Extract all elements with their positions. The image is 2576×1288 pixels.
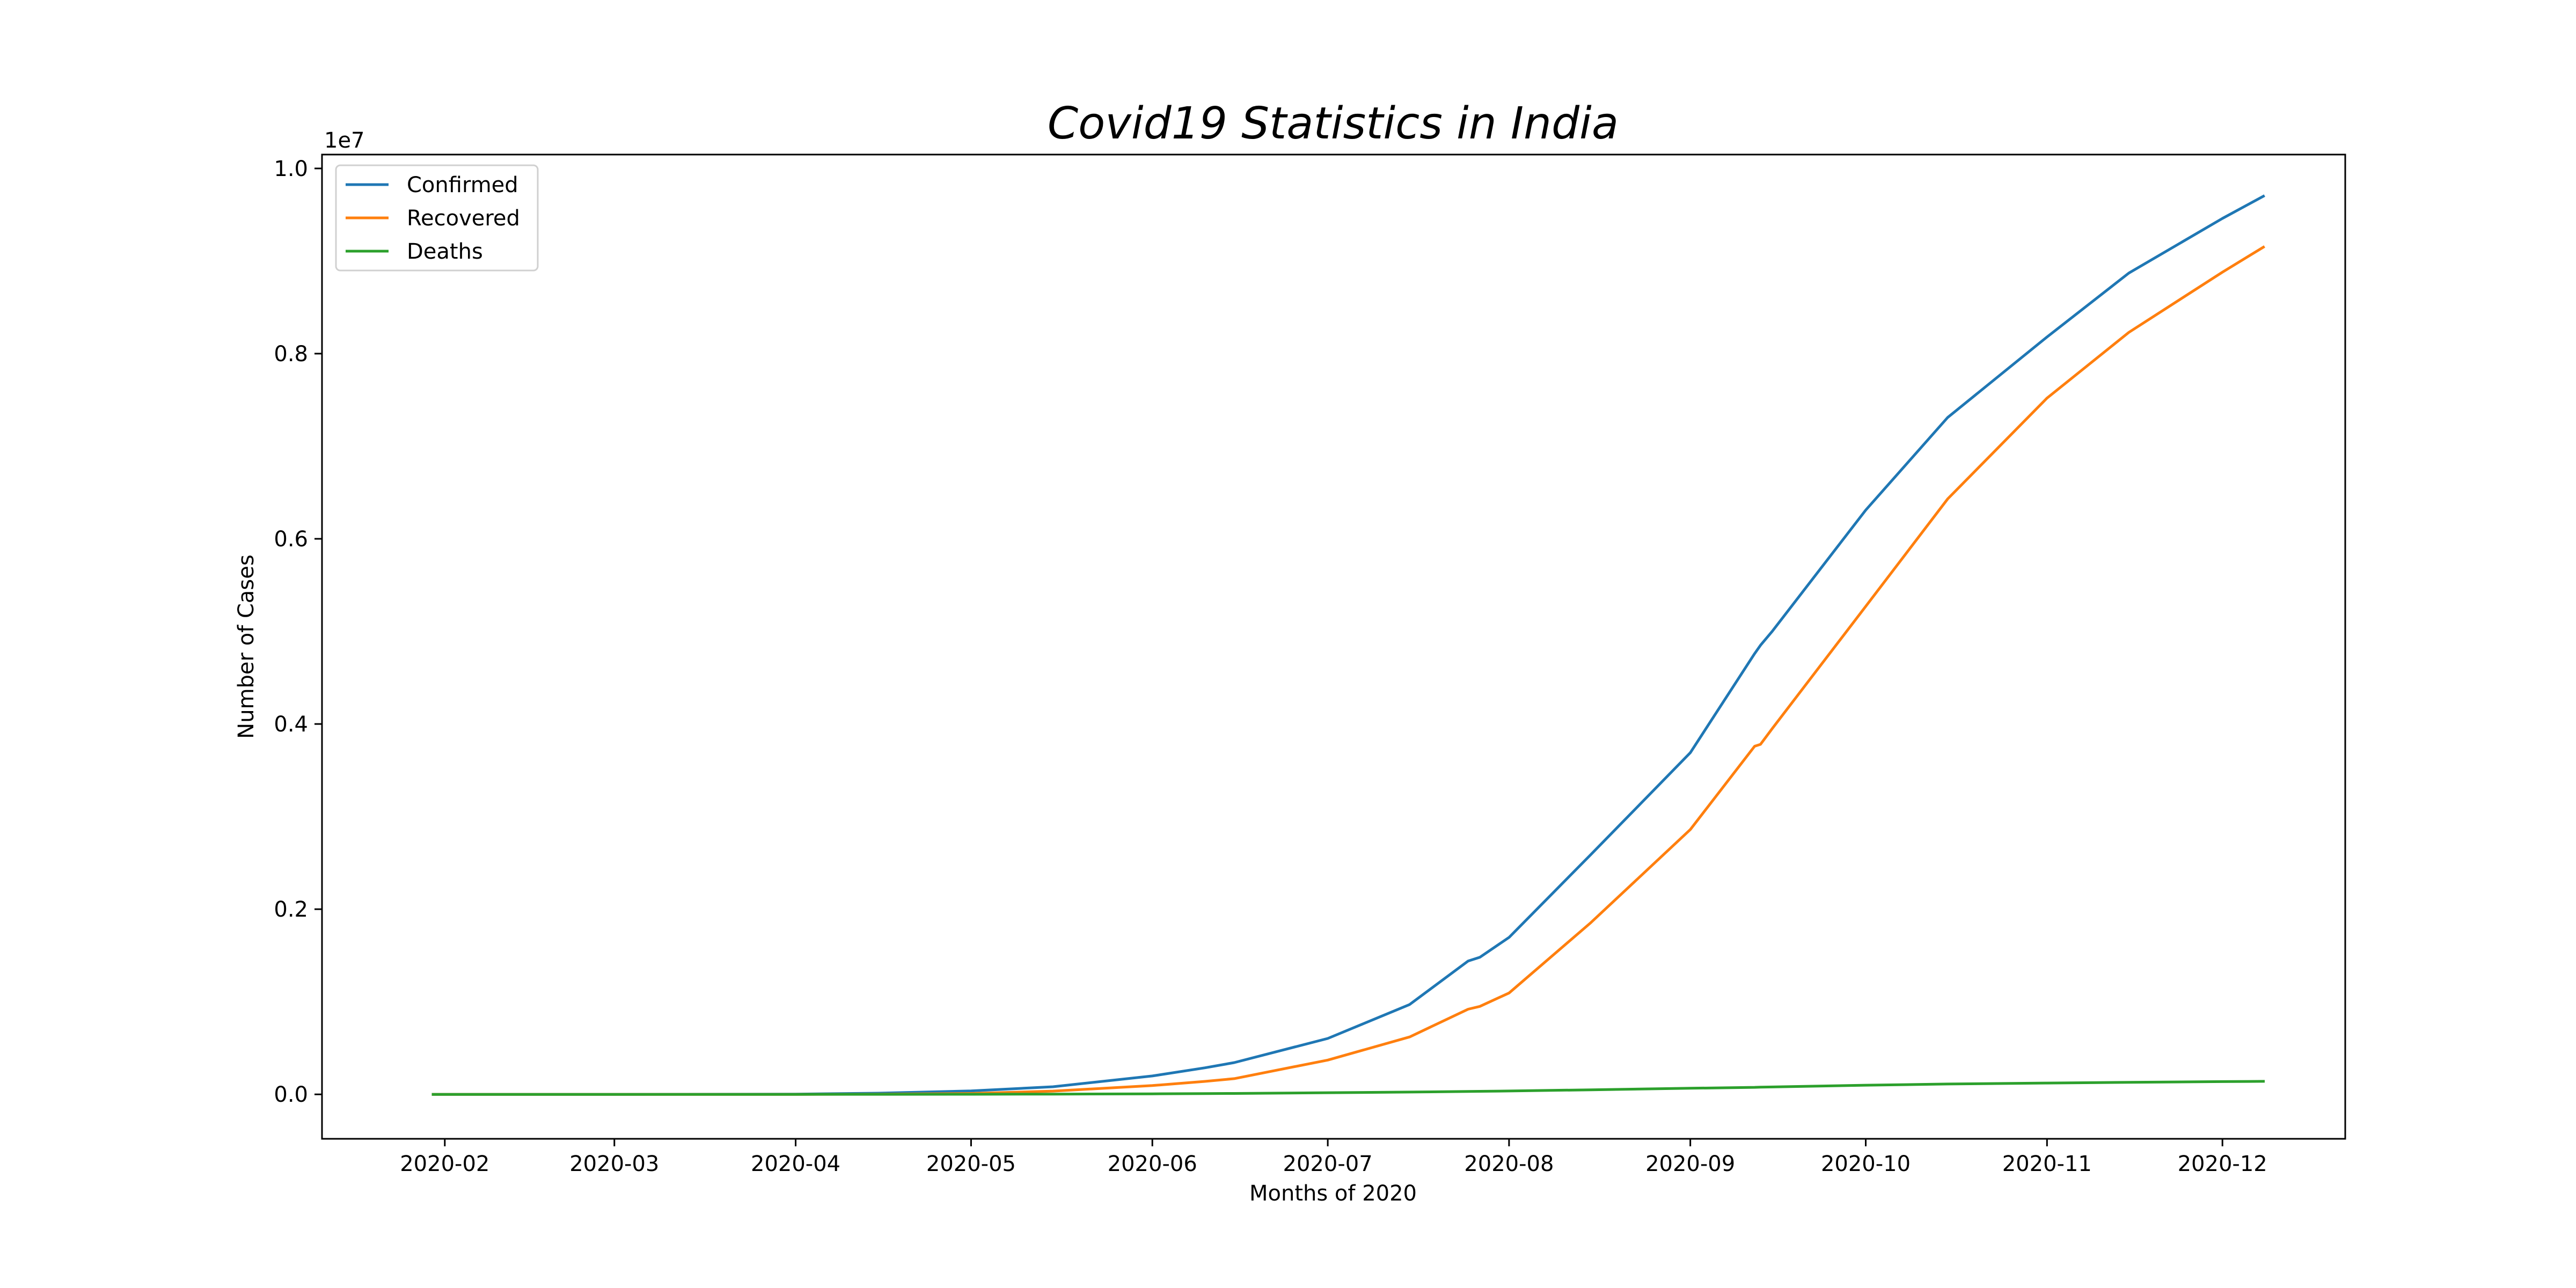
legend-label-deaths: Deaths (407, 239, 483, 264)
x-tick-label: 2020-09 (1645, 1152, 1735, 1176)
x-tick-label: 2020-10 (1821, 1152, 1911, 1176)
y-tick-label: 1.0 (274, 157, 308, 181)
y-axis: 0.0 0.2 0.4 0.6 0.8 1.0 (274, 157, 322, 1107)
x-tick-label: 2020-02 (400, 1152, 489, 1176)
y-tick-label: 0.0 (274, 1082, 308, 1107)
x-tick-label: 2020-03 (569, 1152, 659, 1176)
x-tick-label: 2020-06 (1108, 1152, 1197, 1176)
x-tick-label: 2020-11 (2002, 1152, 2092, 1176)
chart-title: Covid19 Statistics in India (1048, 98, 1619, 149)
series-layer (431, 194, 2265, 1096)
x-axis-label: Months of 2020 (1249, 1181, 1417, 1206)
x-tick-label: 2020-08 (1464, 1152, 1554, 1176)
legend-label-recovered: Recovered (407, 206, 520, 231)
legend-label-confirmed: Confirmed (407, 173, 518, 197)
series-line-confirmed (431, 194, 2265, 1096)
x-axis: 2020-02 2020-03 2020-04 2020-05 2020-06 2020-… (400, 1139, 2267, 1176)
legend: Confirmed Recovered Deaths (335, 164, 539, 272)
x-tick-label: 2020-12 (2178, 1152, 2267, 1176)
x-tick-label: 2020-04 (751, 1152, 840, 1176)
x-tick-label: 2020-07 (1283, 1152, 1373, 1176)
y-tick-label: 0.2 (274, 897, 308, 922)
y-tick-label: 0.4 (274, 712, 308, 737)
plot-frame (321, 153, 2346, 1140)
y-axis-label: Number of Cases (234, 554, 259, 738)
y-offset-label: 1e7 (324, 128, 365, 153)
y-tick-label: 0.8 (274, 342, 308, 367)
y-tick-label: 0.6 (274, 527, 308, 552)
x-tick-label: 2020-05 (926, 1152, 1016, 1176)
series-line-deaths (431, 1080, 2265, 1096)
legend-box (335, 164, 539, 272)
